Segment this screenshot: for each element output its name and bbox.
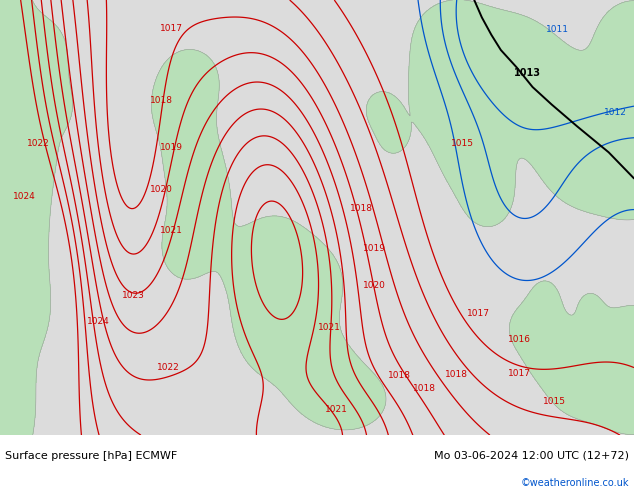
Text: 1018: 1018 xyxy=(413,384,436,392)
Text: 1017: 1017 xyxy=(508,369,531,378)
Text: 1016: 1016 xyxy=(508,335,531,344)
Text: Surface pressure [hPa] ECMWF: Surface pressure [hPa] ECMWF xyxy=(5,451,178,461)
Text: 1019: 1019 xyxy=(363,244,385,252)
Text: 1018: 1018 xyxy=(150,96,173,104)
Text: 1020: 1020 xyxy=(150,185,173,194)
Text: 1021: 1021 xyxy=(325,405,347,415)
Text: 1011: 1011 xyxy=(547,25,569,34)
Text: 1022: 1022 xyxy=(27,139,49,148)
Text: 1018: 1018 xyxy=(445,369,468,379)
Text: 1013: 1013 xyxy=(514,68,541,78)
Text: 1017: 1017 xyxy=(467,309,490,318)
Text: ©weatheronline.co.uk: ©weatheronline.co.uk xyxy=(521,478,629,489)
Text: 1021: 1021 xyxy=(318,323,341,332)
Text: 1015: 1015 xyxy=(543,397,566,406)
Text: 1015: 1015 xyxy=(451,139,474,148)
Text: 1024: 1024 xyxy=(13,192,36,201)
Text: 1018: 1018 xyxy=(388,370,411,380)
Text: 1012: 1012 xyxy=(604,108,626,117)
Text: 1021: 1021 xyxy=(160,226,183,235)
Text: 1020: 1020 xyxy=(363,280,385,290)
Text: 1023: 1023 xyxy=(122,292,145,300)
Text: 1019: 1019 xyxy=(160,144,183,152)
Text: 1022: 1022 xyxy=(157,363,179,372)
Text: 1018: 1018 xyxy=(350,204,373,213)
Text: 1024: 1024 xyxy=(87,318,110,326)
Text: Mo 03-06-2024 12:00 UTC (12+72): Mo 03-06-2024 12:00 UTC (12+72) xyxy=(434,451,629,461)
Text: 1017: 1017 xyxy=(160,24,183,33)
